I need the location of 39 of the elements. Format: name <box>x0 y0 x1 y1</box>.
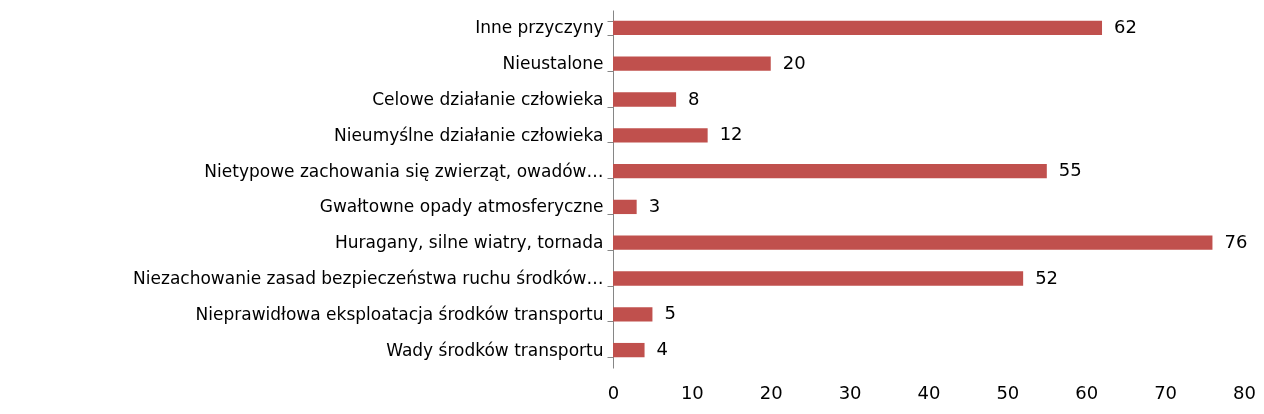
y-tick-label: Celowe działanie człowieka <box>372 89 604 109</box>
x-tick-label: 70 <box>1154 381 1178 403</box>
bar <box>613 128 708 143</box>
y-tick-label: Gwałtowne opady atmosferyczne <box>319 196 604 217</box>
bar <box>613 163 1047 179</box>
y-tick-label: Nietypowe zachowania się zwierząt, owadów… <box>204 160 604 181</box>
data-label: 8 <box>688 87 700 109</box>
y-tick-label: Nieumyślne działanie człowieka <box>333 124 604 145</box>
y-tick-label: Wady środków transportu <box>386 339 604 360</box>
bar <box>613 307 653 322</box>
data-label: 12 <box>719 123 743 145</box>
y-tick-label: Nieustalone <box>502 53 604 74</box>
x-tick-label: 80 <box>1233 381 1256 403</box>
bar <box>613 199 637 215</box>
bar <box>613 342 645 358</box>
data-label: 4 <box>656 338 668 360</box>
bar <box>613 20 1103 36</box>
x-tick-label: 30 <box>838 381 862 403</box>
data-label: 55 <box>1058 159 1082 181</box>
data-label: 5 <box>664 302 676 324</box>
x-tick-label: 40 <box>917 381 941 403</box>
data-label: 62 <box>1114 15 1137 37</box>
bar <box>613 92 677 107</box>
x-tick-label: 20 <box>759 381 783 403</box>
bar <box>613 56 771 71</box>
bar <box>613 271 1024 286</box>
x-tick-label: 50 <box>996 381 1020 403</box>
y-tick-label: Niezachowanie zasad bezpieczeństwa ruchu środków… <box>133 268 604 288</box>
data-label: 3 <box>648 194 661 216</box>
y-tick-label: Huragany, silne wiatry, tornada <box>335 232 604 253</box>
data-label: 20 <box>782 51 806 73</box>
x-tick-label: 60 <box>1075 381 1099 403</box>
x-tick-label: 10 <box>680 381 704 403</box>
bar <box>613 235 1213 250</box>
y-tick-label: Inne przyczyny <box>475 17 604 38</box>
data-label: 52 <box>1035 266 1059 288</box>
y-tick-label: Nieprawidłowa eksploatacja środków transportu <box>195 303 604 324</box>
x-tick-label: 0 <box>607 381 620 403</box>
data-label: 76 <box>1224 230 1248 252</box>
